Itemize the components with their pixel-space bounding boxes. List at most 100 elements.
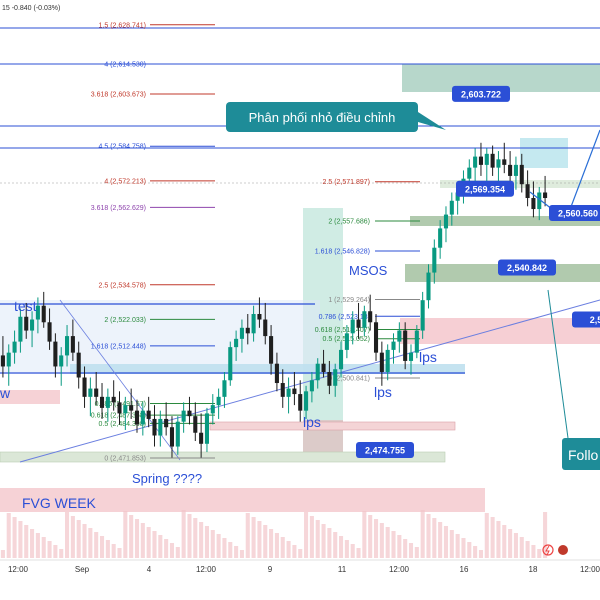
price-label-pill[interactable] bbox=[452, 85, 510, 102]
volume-bar bbox=[403, 539, 408, 558]
fib-right-label: 2 (2,557.686) bbox=[328, 218, 370, 225]
volume-bar bbox=[239, 550, 244, 558]
candle-body bbox=[350, 319, 355, 334]
volume-bar bbox=[397, 535, 402, 558]
candle-body bbox=[146, 410, 151, 419]
volume-bar bbox=[350, 544, 355, 558]
fib-right-label: 1 (2,529.264) bbox=[328, 297, 370, 304]
lightning-icon[interactable] bbox=[542, 544, 554, 556]
candle-body bbox=[99, 396, 105, 408]
x-tick-label: 12:00 bbox=[580, 565, 600, 574]
candle-body bbox=[274, 363, 279, 384]
fib-left-label: 0.5 (2,484.398) bbox=[99, 421, 146, 428]
candle-body bbox=[519, 164, 524, 185]
candle-body bbox=[76, 352, 81, 378]
volume-bar bbox=[204, 526, 209, 558]
fib-right-label: 0.618 (2,518.407) bbox=[315, 327, 370, 334]
fib-left-label: 4.5 (2,584.758) bbox=[99, 144, 146, 151]
volume-bar bbox=[315, 520, 320, 558]
volume-bar bbox=[222, 538, 227, 558]
fib-left-label: 3.618 (2,562.629) bbox=[91, 205, 146, 212]
lightning-glyph-icon bbox=[545, 545, 550, 556]
volume-bar bbox=[146, 527, 151, 558]
msos-label: MSOS bbox=[349, 263, 388, 278]
volume-bar bbox=[24, 525, 29, 558]
candle-body bbox=[397, 330, 402, 342]
candle-body bbox=[94, 388, 99, 397]
volume-bar bbox=[169, 543, 175, 558]
volume-bar bbox=[473, 546, 478, 558]
annotations-layer: Phân phối nhỏ điều chỉnh test w MSOS lps… bbox=[0, 102, 600, 511]
volume-bar bbox=[513, 533, 518, 558]
fib-left-label: 1.618 (2,512.448) bbox=[91, 343, 146, 350]
fib-left-label: 4 (2,572.213) bbox=[104, 178, 146, 185]
price-label-pill[interactable] bbox=[572, 311, 600, 328]
volume-bar bbox=[88, 528, 93, 558]
volume-bar bbox=[65, 512, 70, 558]
price-label-pill[interactable] bbox=[549, 205, 600, 222]
volume-bar bbox=[368, 515, 373, 558]
flag-icon[interactable] bbox=[558, 545, 568, 555]
volume-bar bbox=[333, 532, 338, 558]
callout-text: Phân phối nhỏ điều chỉnh bbox=[249, 110, 396, 125]
volume-bar bbox=[263, 525, 268, 558]
price-label-pill[interactable] bbox=[498, 259, 556, 276]
candle-body bbox=[420, 300, 425, 331]
candle-body bbox=[443, 214, 449, 229]
w-label: w bbox=[0, 385, 11, 401]
candle-body bbox=[47, 322, 52, 342]
callout-box[interactable] bbox=[226, 102, 418, 132]
volume-bar bbox=[379, 523, 384, 558]
candle-body bbox=[6, 352, 11, 367]
candle-body bbox=[123, 405, 128, 414]
volume-bar bbox=[304, 512, 309, 558]
candle-body bbox=[117, 402, 122, 414]
price-label-text: 2,540.842 bbox=[507, 263, 547, 273]
price-labels-layer: 2,603.722 2,569.354 2,560.560 2,540.842 2,5 2… bbox=[356, 85, 600, 458]
price-label-pill[interactable] bbox=[356, 441, 414, 458]
price-label-text: 2,569.354 bbox=[465, 184, 505, 194]
candle-body bbox=[467, 167, 472, 179]
candle-body bbox=[304, 391, 309, 411]
candle-body bbox=[484, 153, 489, 165]
candle-body bbox=[496, 159, 501, 168]
fib-left-label: 0.618 (2,487.358) bbox=[91, 413, 146, 420]
candle-body bbox=[531, 198, 536, 210]
volume-bar bbox=[321, 524, 326, 558]
follow-box[interactable] bbox=[562, 438, 600, 470]
callout-pointer bbox=[418, 112, 446, 130]
volume-bar bbox=[181, 510, 186, 558]
candle-body bbox=[30, 319, 35, 331]
volume-bar bbox=[35, 533, 40, 558]
volume-bar bbox=[537, 549, 542, 558]
candle-body bbox=[473, 156, 478, 168]
volume-bar bbox=[41, 537, 46, 558]
candle-body bbox=[234, 338, 239, 348]
candle-body bbox=[385, 349, 390, 372]
volume-bar bbox=[140, 523, 145, 558]
volume-bar bbox=[257, 521, 262, 558]
candle-body bbox=[41, 305, 46, 323]
candle-body bbox=[0, 355, 5, 367]
candle-body bbox=[18, 316, 23, 342]
x-tick-label: Sep bbox=[75, 565, 90, 574]
fib-left-label: 2.5 (2,534.578) bbox=[99, 282, 146, 289]
fib-left-label: 0 (2,471.853) bbox=[104, 456, 146, 463]
lps-label-1: lps bbox=[303, 414, 321, 430]
x-tick-label: 11 bbox=[338, 565, 347, 574]
volume-bar bbox=[274, 533, 279, 558]
fib-left-label: 3.618 (2,603.673) bbox=[91, 91, 146, 98]
candle-body bbox=[315, 363, 320, 381]
candle-body bbox=[455, 192, 460, 201]
volume-bar bbox=[519, 537, 524, 558]
price-label-pill[interactable] bbox=[456, 180, 514, 197]
volume-bar bbox=[420, 510, 425, 558]
candle-body bbox=[309, 380, 314, 392]
candle-body bbox=[298, 394, 303, 411]
volume-bar bbox=[414, 547, 419, 558]
volume-bar bbox=[134, 519, 140, 558]
candle-body bbox=[204, 413, 209, 444]
volume-bar bbox=[391, 531, 396, 558]
volume-bar bbox=[30, 529, 35, 558]
